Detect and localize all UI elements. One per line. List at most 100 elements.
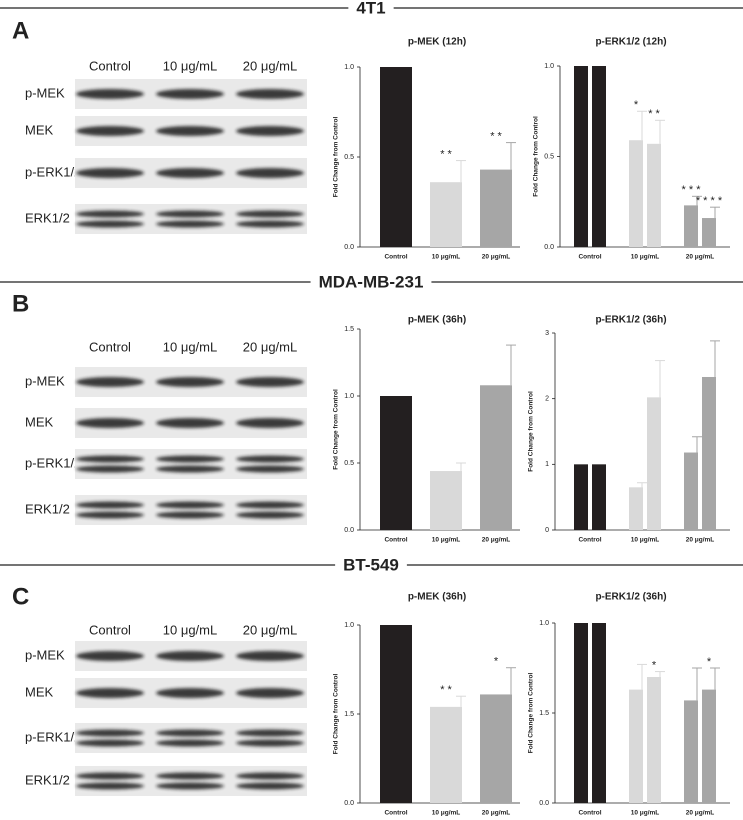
- blot-column-label: 10 μg/mL: [163, 58, 217, 73]
- bar: [629, 689, 643, 803]
- chart-title: p-ERK1/2 (12h): [595, 37, 666, 48]
- chart-title: p-ERK1/2 (36h): [595, 592, 666, 603]
- bar: [647, 677, 661, 803]
- blot-band: [236, 772, 304, 780]
- blot-band: [156, 210, 224, 218]
- y-axis-label: Fold Change from Control: [528, 673, 535, 754]
- bar: [702, 218, 716, 247]
- y-tick-label: 1.5: [344, 711, 354, 718]
- blot-band: [76, 455, 144, 463]
- blot-row-label: p-ERK1/2: [25, 164, 81, 179]
- panel-letter: A: [12, 17, 29, 44]
- blot-column-label: 20 μg/mL: [243, 58, 297, 73]
- blot-band: [156, 782, 224, 790]
- x-tick-label: 20 μg/mL: [482, 254, 511, 261]
- blot-band: [76, 511, 144, 519]
- x-tick-label: Control: [578, 810, 601, 817]
- blot-row-label: MEK: [25, 122, 54, 137]
- panel-letter: B: [12, 290, 29, 317]
- chart-title: p-MEK (36h): [408, 592, 466, 603]
- significance: * *: [440, 684, 452, 696]
- blot-band: [76, 168, 144, 178]
- x-tick-label: 10 μg/mL: [631, 537, 660, 544]
- bar: [480, 694, 512, 803]
- blot-column-label: 10 μg/mL: [163, 622, 217, 637]
- blot-band: [156, 220, 224, 228]
- blot-band: [156, 168, 224, 178]
- y-tick-label: 1.0: [544, 63, 554, 70]
- bar: [629, 487, 643, 530]
- x-tick-label: 10 μg/mL: [631, 254, 660, 261]
- y-axis-label: Fold Change from Control: [333, 389, 340, 470]
- header-bg: [348, 0, 394, 18]
- bar: [480, 385, 512, 530]
- bar: [380, 625, 412, 803]
- y-tick-label: 1.0: [344, 64, 354, 71]
- bar: [380, 396, 412, 530]
- significance: *: [494, 656, 499, 668]
- y-tick-label: 1.0: [344, 393, 354, 400]
- blot-background: [75, 449, 307, 479]
- x-tick-label: 10 μg/mL: [432, 254, 461, 261]
- significance: * *: [440, 149, 452, 161]
- blot-band: [236, 651, 304, 661]
- blot-band: [76, 688, 144, 698]
- blot-column-label: Control: [89, 339, 131, 354]
- x-tick-label: Control: [384, 254, 407, 261]
- bar: [574, 623, 588, 803]
- x-tick-label: 10 μg/mL: [631, 810, 660, 817]
- x-tick-label: 10 μg/mL: [432, 537, 461, 544]
- y-axis-label: Fold Change from Control: [533, 116, 540, 197]
- x-tick-label: 20 μg/mL: [482, 810, 511, 817]
- bar: [684, 205, 698, 247]
- cell-line: 4T1: [356, 0, 385, 17]
- blot-column-label: 10 μg/mL: [163, 339, 217, 354]
- y-tick-label: 0.5: [344, 460, 354, 467]
- y-tick-label: 0.0: [539, 800, 549, 807]
- significance: *: [634, 99, 639, 111]
- y-tick-label: 0.0: [344, 244, 354, 251]
- significance: * *: [490, 131, 502, 143]
- significance: * *: [648, 108, 660, 120]
- blot-band: [76, 418, 144, 428]
- bar: [647, 397, 661, 530]
- blot-row-label: ERK1/2: [25, 501, 70, 516]
- blot-band: [156, 455, 224, 463]
- bar: [684, 700, 698, 803]
- chart-title: p-ERK1/2 (36h): [595, 315, 666, 326]
- bar: [592, 623, 606, 803]
- blot-band: [236, 782, 304, 790]
- bar: [430, 706, 462, 803]
- bar: [702, 689, 716, 803]
- bar: [574, 464, 588, 530]
- blot-band: [156, 126, 224, 136]
- blot-background: [75, 766, 307, 796]
- blot-band: [156, 688, 224, 698]
- blot-band: [156, 511, 224, 519]
- blot-row-label: p-ERK1/2: [25, 729, 81, 744]
- y-tick-label: 1.5: [344, 326, 354, 333]
- blot-band: [156, 465, 224, 473]
- blot-band: [156, 377, 224, 387]
- blot-band: [236, 511, 304, 519]
- blot-band: [236, 126, 304, 136]
- blot-band: [156, 739, 224, 747]
- bar: [574, 66, 588, 247]
- blot-band: [236, 739, 304, 747]
- blot-row-label: p-MEK: [25, 85, 65, 100]
- blot-band: [156, 772, 224, 780]
- blot-column-label: 20 μg/mL: [243, 622, 297, 637]
- bar: [480, 169, 512, 247]
- cell-line: BT-549: [343, 555, 399, 574]
- y-tick-label: 0.5: [344, 154, 354, 161]
- blot-row-label: p-MEK: [25, 373, 65, 388]
- blot-band: [236, 168, 304, 178]
- y-tick-label: 0.0: [544, 244, 554, 251]
- blot-column-label: Control: [89, 58, 131, 73]
- blot-band: [156, 501, 224, 509]
- blot-row-label: ERK1/2: [25, 210, 70, 225]
- bar: [592, 464, 606, 530]
- x-tick-label: Control: [384, 810, 407, 817]
- y-tick-label: 1.5: [539, 710, 549, 717]
